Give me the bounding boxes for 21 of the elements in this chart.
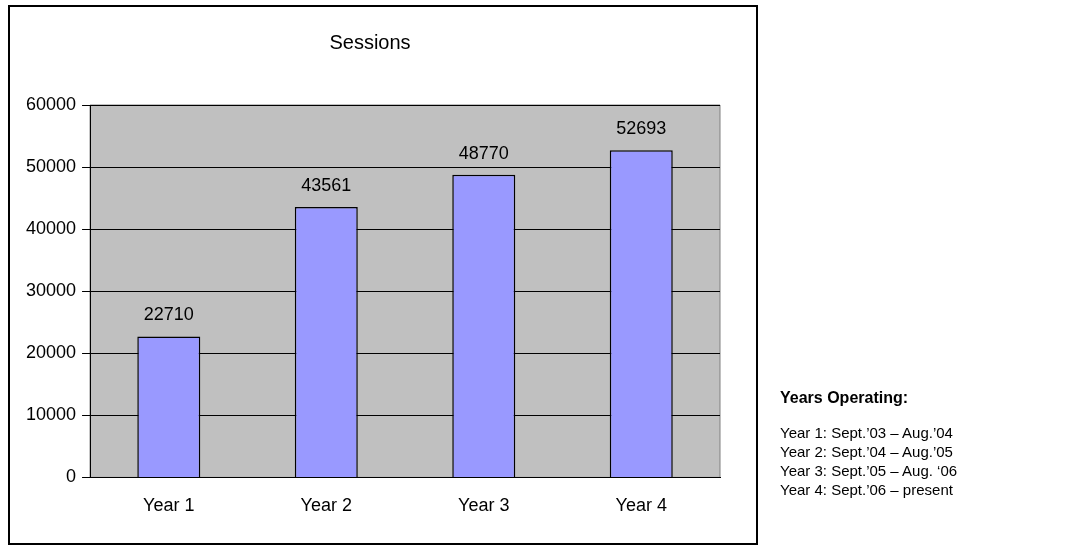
text: Years Operating:	[780, 388, 910, 407]
text: Year 4: Sept.’06 – present	[780, 480, 954, 499]
data-label: 48770	[458, 142, 509, 163]
y-tick-label: 40000	[25, 218, 77, 239]
x-tick-label: Year 1	[143, 495, 195, 516]
text: Year 3: Sept.’05 – Aug. ‘06	[780, 461, 958, 480]
x-tick-label: Year 3	[458, 495, 510, 516]
data-label: 43561	[301, 175, 352, 195]
data-label: 52693	[616, 118, 667, 139]
y-tick-label: 30000	[25, 280, 77, 301]
y-tick-label: 60000	[25, 93, 77, 114]
chart-title: Sessions	[329, 30, 411, 53]
x-tick-label: Year 2	[300, 495, 352, 516]
y-tick-label: 10000	[25, 404, 77, 425]
text: Year 2: Sept.’04 – Aug.’05	[780, 442, 954, 461]
y-tick-label: 50000	[25, 156, 77, 177]
text: Year 1: Sept.’03 – Aug.’04	[780, 423, 954, 442]
y-tick-label: 20000	[25, 342, 77, 363]
data-label: 22710	[143, 304, 194, 325]
x-tick-label: Year 4	[615, 495, 667, 516]
y-tick-label: 0	[66, 466, 77, 487]
